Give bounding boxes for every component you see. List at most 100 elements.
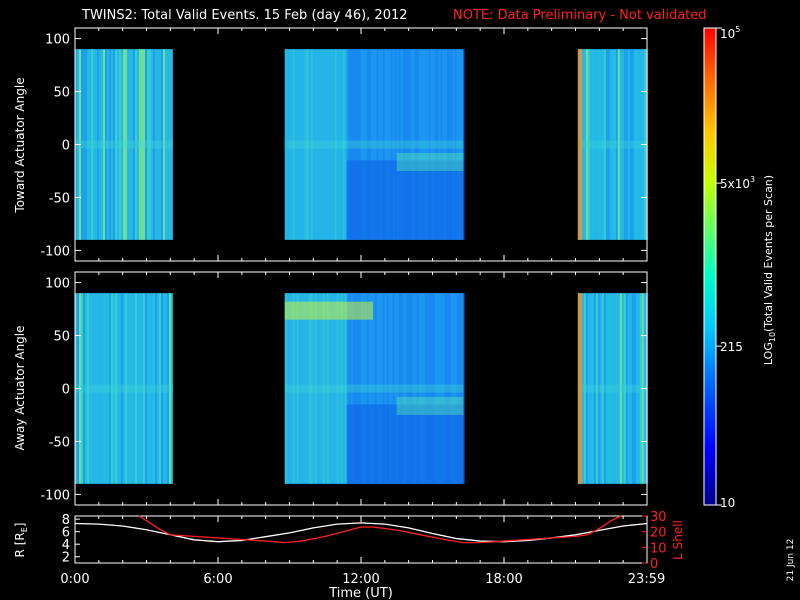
- heatmap-streak: [169, 293, 171, 484]
- heatmap-streak: [631, 293, 634, 484]
- heatmap-streak: [284, 49, 287, 240]
- heatmap-streak: [145, 293, 147, 484]
- heatmap-streak: [392, 49, 395, 240]
- x-axis-label: Time (UT): [328, 586, 393, 600]
- date-stamp: 21 Jun 12: [786, 539, 796, 582]
- heatmap-streak: [93, 293, 95, 484]
- heatmap-streak: [320, 49, 323, 240]
- heatmap-band: [396, 152, 464, 171]
- x-tick-label: 18:00: [485, 572, 522, 587]
- heatmap-streak: [420, 49, 423, 240]
- radius-tick-label: 2: [62, 551, 70, 566]
- lshell-line: [138, 515, 622, 544]
- heatmap-streak: [324, 49, 327, 240]
- heatmap-streak: [107, 293, 109, 484]
- heatmap-streak: [358, 49, 361, 240]
- heatmap-streak: [434, 293, 437, 484]
- heatmap-streak: [368, 49, 371, 240]
- heatmap-streak: [639, 293, 642, 484]
- heatmap-streak: [627, 49, 630, 240]
- heatmap-streak: [414, 49, 417, 240]
- heatmap-streak: [356, 293, 359, 484]
- heatmap-streak: [89, 293, 91, 484]
- heatmap-band: [284, 301, 373, 320]
- heatmap-streak: [370, 49, 373, 240]
- y-tick-label: -100: [40, 488, 70, 503]
- heatmap-streak: [83, 49, 85, 240]
- heatmap-streak: [147, 293, 149, 484]
- heatmap-streak: [635, 293, 638, 484]
- heatmap-streak: [111, 49, 113, 240]
- heatmap-streak: [97, 293, 99, 484]
- heatmap-streak: [446, 49, 449, 240]
- heatmap-streak: [91, 49, 93, 240]
- heatmap-streak: [631, 49, 634, 240]
- heatmap-streak: [334, 293, 337, 484]
- heatmap-streak: [408, 293, 411, 484]
- heatmap-streak: [394, 293, 397, 484]
- heatmap-streak: [342, 293, 345, 484]
- y-tick-label: 100: [45, 277, 70, 292]
- heatmap-streak: [635, 49, 638, 240]
- heatmap-streak: [151, 293, 153, 484]
- heatmap-streak: [432, 49, 435, 240]
- heatmap-streak: [153, 293, 155, 484]
- chart-title: TWINS2: Total Valid Events. 15 Feb (day …: [81, 8, 408, 23]
- heatmap-streak: [360, 293, 363, 484]
- toward-y-label: Toward Actuator Angle: [13, 77, 27, 213]
- toward-angle-panel: 100 50 0 -50 -100 Toward Actuator Angle: [13, 27, 648, 262]
- heatmap-streak: [587, 49, 590, 240]
- heatmap-streak: [129, 293, 131, 484]
- heatmap-streak: [424, 293, 427, 484]
- heatmap-streak: [167, 293, 169, 484]
- heatmap-streak: [450, 293, 453, 484]
- heatmap-streak: [589, 293, 592, 484]
- heatmap-streak: [318, 49, 321, 240]
- heatmap-streak: [91, 293, 93, 484]
- heatmap-streak: [597, 293, 600, 484]
- heatmap-streak: [384, 293, 387, 484]
- y-tick-label: -100: [40, 244, 70, 259]
- heatmap-streak: [127, 293, 129, 484]
- heatmap-streak: [452, 49, 455, 240]
- heatmap-streak: [159, 49, 161, 240]
- heatmap-streak: [583, 293, 586, 484]
- heatmap-streak: [601, 49, 604, 240]
- heatmap-streak: [151, 49, 153, 240]
- heatmap-streak: [290, 49, 293, 240]
- heatmap-streak: [593, 293, 596, 484]
- heatmap-streak: [591, 49, 594, 240]
- heatmap-streak: [163, 49, 165, 240]
- heatmap-streak: [424, 49, 427, 240]
- colorbar-tick-label: 5x103: [720, 175, 755, 191]
- heatmap-streak: [157, 293, 159, 484]
- heatmap-streak: [639, 49, 642, 240]
- heatmap-streak: [171, 293, 173, 484]
- heatmap-streak: [617, 293, 620, 484]
- heatmap-band: [396, 396, 464, 415]
- heatmap-streak: [294, 293, 297, 484]
- away-angle-heatmap: [75, 293, 648, 484]
- heatmap-streak: [625, 293, 628, 484]
- heatmap-streak: [149, 49, 151, 240]
- heatmap-streak: [334, 49, 337, 240]
- heatmap-streak: [300, 293, 303, 484]
- heatmap-streak: [137, 49, 139, 240]
- lshell-tick-label: 0: [650, 557, 658, 572]
- heatmap-streak: [161, 49, 163, 240]
- heatmap-streak: [450, 49, 453, 240]
- heatmap-streak: [589, 49, 592, 240]
- heatmap-streak: [611, 293, 614, 484]
- heatmap-streak: [595, 293, 598, 484]
- heatmap-streak: [143, 49, 145, 240]
- heatmap-streak: [135, 49, 137, 240]
- heatmap-band: [75, 384, 173, 393]
- heatmap-streak: [374, 49, 377, 240]
- heatmap-streak: [286, 49, 289, 240]
- heatmap-streak: [350, 293, 353, 484]
- heatmap-streak: [348, 293, 351, 484]
- heatmap-streak: [332, 49, 335, 240]
- heatmap-streak: [121, 49, 123, 240]
- heatmap-streak: [637, 49, 640, 240]
- heatmap-streak: [378, 49, 381, 240]
